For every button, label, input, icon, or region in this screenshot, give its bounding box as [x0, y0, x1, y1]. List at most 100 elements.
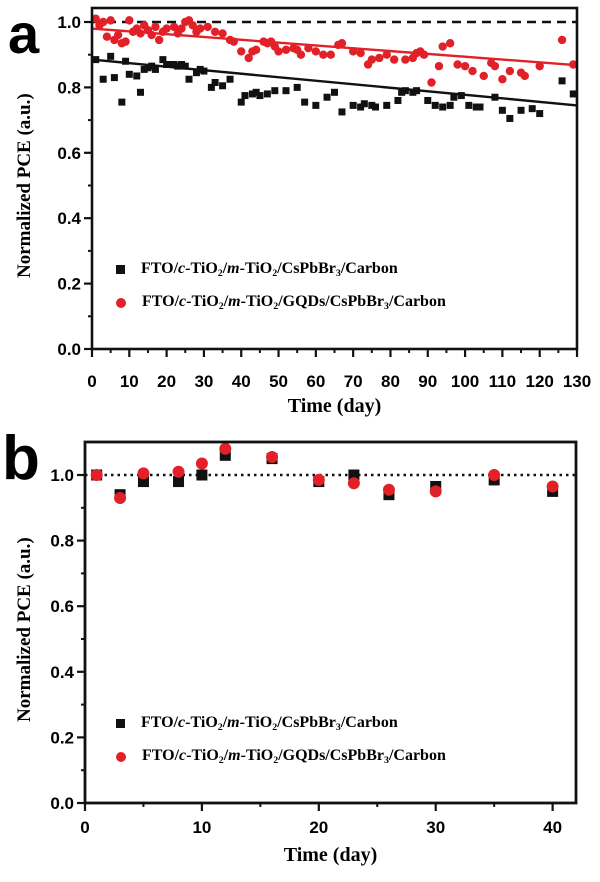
x-tick-label: 50 [269, 372, 288, 391]
y-tick-label: 0.8 [50, 532, 74, 551]
data-point [99, 75, 107, 83]
data-point [144, 64, 152, 72]
legend-marker-circle [116, 297, 126, 308]
data-point [429, 485, 442, 498]
data-point [557, 35, 567, 45]
x-tick-label: 90 [418, 372, 437, 391]
data-point [251, 45, 261, 54]
data-point [266, 450, 279, 463]
data-point [121, 37, 130, 46]
data-point [347, 477, 360, 490]
x-axis-title: Time (day) [283, 844, 378, 866]
data-point [312, 101, 320, 109]
data-point [301, 98, 309, 106]
data-point [401, 87, 409, 95]
data-point [401, 55, 410, 64]
data-point [498, 106, 506, 114]
data-point [163, 61, 171, 69]
data-point [465, 101, 473, 109]
data-point [438, 42, 447, 51]
x-tick-label: 10 [192, 818, 211, 837]
legend: FTO/c-TiO2/m-TiO2/CsPbBr3/Carbon FTO/c-T… [116, 253, 446, 319]
data-point [450, 93, 458, 101]
data-point [166, 61, 174, 69]
data-point [357, 103, 365, 111]
data-point [490, 61, 500, 71]
data-point [237, 98, 245, 106]
data-point [348, 469, 360, 481]
legend-row: FTO/c-TiO2/m-TiO2/CsPbBr3/Carbon [116, 707, 446, 740]
x-tick-label: 10 [120, 372, 139, 391]
data-point [170, 61, 178, 69]
data-point [323, 93, 331, 101]
data-point [118, 98, 126, 106]
data-point [382, 50, 391, 59]
data-point [505, 66, 515, 76]
data-point [169, 22, 179, 32]
data-point [137, 476, 149, 488]
data-point [151, 65, 159, 73]
data-point [203, 22, 212, 32]
x-tick-label: 40 [232, 372, 251, 391]
data-point [110, 74, 118, 82]
data-point [248, 90, 256, 98]
y-tick-label: 0.4 [50, 663, 74, 682]
data-point [453, 60, 462, 69]
y-tick-label: 0.6 [50, 597, 74, 616]
panel-a: 0 10 20 30 40 50 60 70 80 90 100 110 120 130 0.0 0.2 0.4… [0, 0, 600, 430]
data-point [241, 92, 249, 100]
data-point [177, 24, 186, 33]
panel-b-letter: b [2, 424, 40, 493]
data-point [218, 29, 227, 38]
x-tick-label: 20 [157, 372, 176, 391]
x-tick-label: 80 [381, 372, 400, 391]
data-point [282, 87, 290, 95]
data-point [368, 101, 376, 109]
legend-marker-square [116, 265, 125, 274]
data-point [326, 50, 335, 59]
data-point [439, 103, 447, 111]
legend-label: FTO/c-TiO2/m-TiO2/GQDs/CsPbBr3/Carbon [142, 747, 446, 766]
data-point [181, 62, 189, 70]
data-point [382, 483, 395, 496]
legend-row: FTO/c-TiO2/m-TiO2/CsPbBr3/Carbon [116, 253, 446, 286]
data-point [244, 53, 253, 63]
data-point [178, 61, 186, 69]
data-point [188, 21, 197, 30]
panel-a-letter: a [8, 2, 40, 65]
y-axis-title: Normalized PCE (a.u.) [14, 93, 35, 278]
data-point [102, 32, 112, 41]
x-tick-label: 130 [563, 372, 591, 391]
data-point [367, 55, 377, 64]
data-point [409, 88, 417, 96]
data-point [389, 55, 399, 64]
data-point [296, 50, 306, 59]
y-axis-title: Normalized PCE (a.u.) [14, 537, 35, 722]
data-point [122, 57, 130, 65]
x-axis-title: Time (day) [287, 395, 382, 417]
y-tick-label: 1.0 [57, 13, 81, 32]
data-point [398, 88, 406, 96]
data-point [113, 30, 123, 40]
data-point [237, 47, 246, 56]
y-tick-label: 1.0 [50, 466, 74, 485]
x-tick-label: 60 [306, 372, 325, 391]
data-point [106, 16, 115, 25]
data-point [468, 66, 477, 76]
data-point [338, 108, 346, 116]
data-point [319, 50, 328, 59]
data-point [281, 45, 291, 54]
data-point [192, 69, 200, 77]
legend-marker-square [116, 719, 125, 728]
data-point [312, 473, 325, 486]
data-point [520, 71, 529, 81]
data-point [271, 87, 279, 95]
data-point [114, 491, 127, 504]
data-point [434, 61, 444, 71]
legend-label: FTO/c-TiO2/m-TiO2/CsPbBr3/Carbon [141, 260, 398, 279]
y-tick-label: 0.0 [57, 340, 81, 359]
data-point [558, 77, 566, 85]
data-point [219, 449, 231, 461]
data-point [207, 83, 215, 91]
data-point [162, 24, 171, 33]
